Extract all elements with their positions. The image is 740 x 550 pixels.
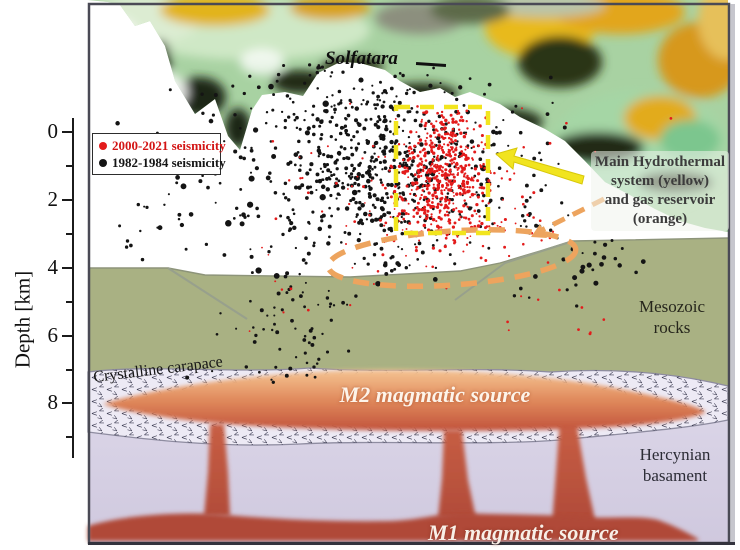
m1-magmatic-source-label: M1 magmatic source <box>428 520 619 545</box>
hydro-line-4: (orange) <box>632 211 688 227</box>
fault-line-left <box>167 267 248 320</box>
mesozoic-rocks-region <box>88 238 728 400</box>
black-dot-icon <box>99 158 107 167</box>
magma-dikes <box>204 418 596 524</box>
dike-center <box>438 430 476 518</box>
tick-label-8: 8 <box>47 390 59 414</box>
tick-label-2: 2 <box>47 187 59 211</box>
hercynian-line-2: basament <box>642 466 708 485</box>
legend-item-recent: 2000-2021 seismicity <box>99 137 226 154</box>
legend-label-recent: 2000-2021 seismicity <box>112 138 226 153</box>
gas-reservoir-ellipse <box>325 226 579 290</box>
depth-axis-label: Depth [km] <box>10 270 35 369</box>
seismicity-legend: 2000-2021 seismicity 1982-1984 seismicit… <box>92 133 226 175</box>
hydro-line-2: system (yellow) <box>611 173 709 189</box>
legend-label-old: 1982-1984 seismicity <box>112 155 226 170</box>
mesozoic-line-2: rocks <box>653 318 691 337</box>
red-dot-icon <box>99 141 107 150</box>
hercynian-line-1: Hercynian <box>639 445 711 464</box>
hydrothermal-annotation: Main Hydrothermal system (yellow) and ga… <box>591 151 729 231</box>
solfatara-label: Solfatara <box>325 48 398 69</box>
dike-left <box>204 424 230 516</box>
m2-magmatic-source-label: M2 magmatic source <box>339 382 531 407</box>
tick-label-4: 4 <box>47 255 59 279</box>
hercynian-basement-label: Hercynian basament <box>620 444 730 486</box>
m2-magmatic-source-body <box>103 369 706 431</box>
frame-right-edge <box>730 4 735 543</box>
dike-right <box>552 418 596 524</box>
legend-item-old: 1982-1984 seismicity <box>99 154 226 171</box>
mesozoic-line-1: Mesozoic <box>638 297 706 316</box>
fault-line-right <box>454 240 574 301</box>
m1-magmatic-source-body <box>88 513 698 541</box>
yellow-arrow <box>494 147 585 185</box>
tick-label-0: 0 <box>47 119 59 143</box>
hydro-line-1: Main Hydrothermal <box>594 154 726 170</box>
tick-label-6: 6 <box>47 323 59 347</box>
mesozoic-rocks-label: Mesozoic rocks <box>622 296 722 338</box>
hydrothermal-box-outline <box>393 104 491 236</box>
hydro-line-3: and gas reservoir <box>604 192 716 208</box>
depth-axis <box>62 118 74 458</box>
